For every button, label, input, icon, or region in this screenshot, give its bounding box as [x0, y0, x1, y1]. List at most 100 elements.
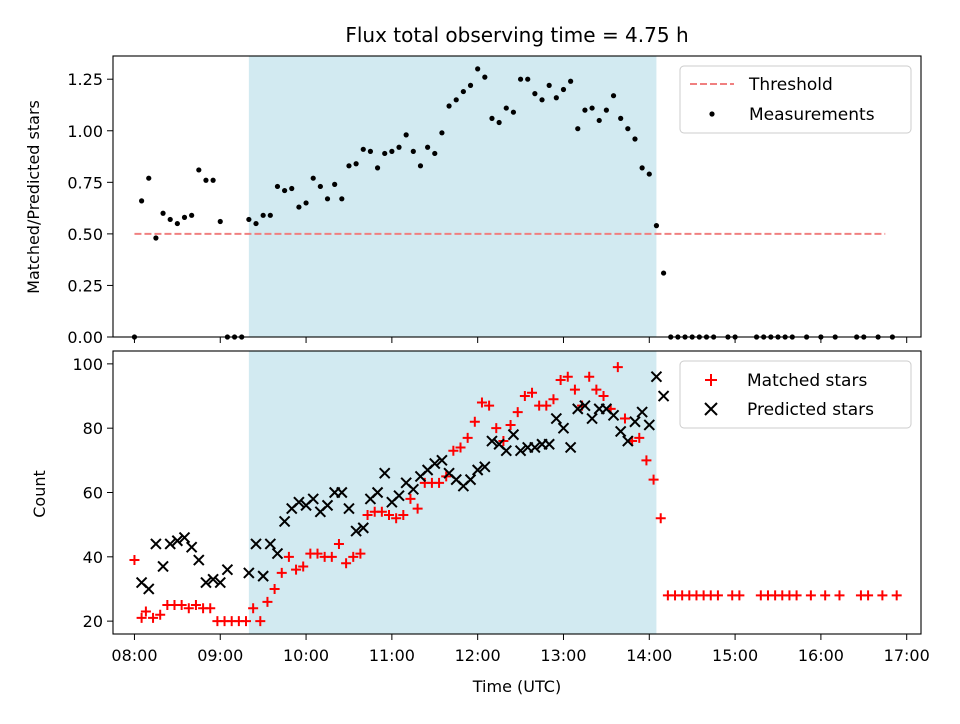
- bottom-observing-window-shade: [248, 351, 657, 634]
- predicted-star-marker: [636, 406, 648, 418]
- predicted-star-marker: [264, 538, 277, 550]
- measurement-point: [596, 117, 602, 124]
- measurement-point: [367, 148, 374, 154]
- x-tick-label: 12:00: [455, 646, 501, 665]
- matched-star-marker: [333, 538, 344, 549]
- matched-star-marker: [505, 419, 516, 430]
- matched-star-marker: [455, 442, 466, 453]
- measurement-point: [660, 270, 667, 276]
- predicted-star-marker: [171, 535, 184, 547]
- matched-star-marker: [491, 423, 502, 434]
- matched-star-marker: [391, 513, 402, 524]
- measurement-point: [546, 82, 552, 88]
- matched-star-marker: [820, 590, 831, 601]
- matched-star-marker: [891, 590, 902, 601]
- measurement-point: [610, 93, 617, 99]
- predicted-star-marker: [407, 483, 420, 495]
- matched-star-marker: [276, 567, 287, 578]
- matched-star-marker: [129, 555, 140, 566]
- measurement-point: [525, 76, 531, 82]
- matched-star-marker: [176, 600, 187, 611]
- measurement-points-layer: [131, 66, 895, 340]
- threshold-legend-label: Threshold: [748, 75, 833, 95]
- measurement-point: [339, 196, 345, 202]
- predicted-star-marker: [557, 422, 570, 434]
- predicted-star-marker: [464, 473, 477, 486]
- predicted-star-marker: [479, 461, 491, 473]
- measurement-point: [446, 103, 452, 109]
- matched-star-marker: [434, 477, 445, 488]
- top-legend-box: [679, 65, 912, 134]
- x-tick-label: 14:00: [626, 646, 672, 665]
- matched-star-marker: [291, 564, 302, 575]
- matched-star-marker: [569, 384, 580, 395]
- predicted-star-marker: [185, 541, 198, 553]
- matched-stars-layer: [129, 362, 902, 627]
- measurement-point: [560, 86, 567, 93]
- predicted-star-marker: [572, 403, 584, 415]
- matched-star-marker: [355, 548, 366, 559]
- matched-star-marker: [412, 503, 423, 514]
- matched-star-marker: [376, 506, 387, 517]
- predicted-star-marker: [514, 444, 527, 457]
- measurement-point: [382, 150, 388, 157]
- x-tick-label: 13:00: [540, 646, 586, 665]
- predicted-star-marker: [357, 522, 369, 534]
- bottom-y-tick-label: 100: [72, 355, 103, 374]
- matched-star-marker: [262, 596, 273, 607]
- measurement-point: [360, 146, 366, 152]
- measurement-point: [425, 144, 431, 150]
- measurement-point: [303, 200, 309, 206]
- measurement-point: [246, 216, 252, 223]
- x-tick-label: 10:00: [283, 646, 329, 665]
- bottom-y-tick-label: 20: [83, 612, 103, 631]
- x-tick-label: 09:00: [197, 646, 243, 665]
- matched-star-marker: [312, 548, 323, 559]
- predicted-star-marker: [586, 412, 598, 425]
- measurement-point: [603, 107, 609, 113]
- top-y-tick-label: 0.75: [67, 173, 103, 192]
- matched-star-marker: [805, 590, 816, 601]
- measurement-point: [639, 165, 645, 171]
- predicted-star-marker: [436, 454, 448, 467]
- measurement-point: [510, 109, 517, 115]
- measurement-point: [582, 107, 588, 113]
- predicted-star-marker: [307, 493, 319, 505]
- measurement-point: [217, 218, 223, 225]
- matched-star-marker: [183, 603, 194, 614]
- chart-title: Flux total observing time = 4.75 h: [345, 23, 688, 47]
- measurement-point: [496, 119, 502, 126]
- predicted-star-marker: [429, 457, 441, 470]
- measurement-point: [503, 105, 509, 111]
- predicted-star-marker: [643, 419, 655, 431]
- measurement-point: [296, 204, 302, 210]
- bottom-y-tick-label: 40: [83, 548, 103, 567]
- predicted-star-marker: [293, 496, 305, 508]
- measurement-point: [282, 187, 288, 194]
- predicted-star-marker: [243, 567, 255, 579]
- predicted-star-marker: [343, 502, 355, 515]
- measurement-point: [539, 97, 545, 103]
- predicted-star-marker: [393, 490, 405, 502]
- matched-star-marker: [641, 455, 652, 466]
- matched-star-marker: [384, 510, 395, 521]
- measurement-point: [146, 175, 152, 181]
- matched-star-marker: [619, 413, 630, 424]
- matched-star-marker: [791, 590, 802, 601]
- predicted-star-marker: [543, 438, 555, 450]
- measurement-point: [618, 115, 624, 121]
- predicted-star-marker: [650, 371, 663, 383]
- matched-star-marker: [148, 612, 159, 623]
- matched-star-marker: [155, 609, 166, 620]
- measurement-point: [310, 175, 316, 181]
- matched-star-marker: [648, 474, 659, 485]
- measurement-point: [439, 130, 445, 136]
- matched-star-marker: [598, 391, 609, 402]
- measurement-point: [389, 148, 395, 154]
- top-axes-frame: [112, 55, 922, 338]
- predicted-stars-legend-label: Predicted stars: [747, 400, 874, 420]
- top-observing-window-shade: [248, 56, 657, 337]
- measurements-legend-swatch: [709, 111, 715, 117]
- matched-star-marker: [484, 400, 495, 411]
